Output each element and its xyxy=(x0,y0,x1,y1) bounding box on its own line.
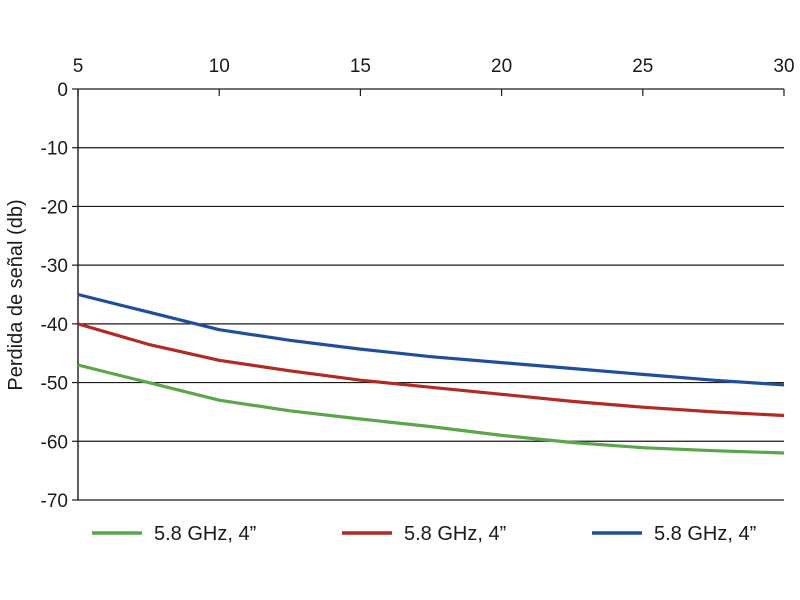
y-tick-label: -50 xyxy=(41,374,68,395)
x-tick-label: 15 xyxy=(350,56,371,77)
y-tick-label: -20 xyxy=(41,197,68,218)
y-axis-title: Perdida de señal (db) xyxy=(5,199,27,390)
x-tick-label: 30 xyxy=(773,56,794,77)
series-line-2 xyxy=(77,322,785,418)
y-tick-label: -40 xyxy=(41,315,68,336)
legend-label-3: 5.8 GHz, 4” xyxy=(654,523,756,545)
series-line-3 xyxy=(77,292,785,387)
series-line-1 xyxy=(77,363,785,455)
y-tick-label: -30 xyxy=(41,256,68,277)
grid-lines xyxy=(78,88,784,501)
x-tick-label: 20 xyxy=(491,56,512,77)
series-lines xyxy=(77,292,785,455)
y-tick-label: 0 xyxy=(57,80,68,101)
legend-label-1: 5.8 GHz, 4” xyxy=(154,523,256,545)
legend-label-2: 5.8 GHz, 4” xyxy=(404,523,506,545)
x-tick-label: 25 xyxy=(632,56,653,77)
legend: 5.8 GHz, 4” 5.8 GHz, 4” 5.8 GHz, 4” xyxy=(92,523,756,545)
y-tick-label: -10 xyxy=(41,139,68,160)
y-tick-label: -60 xyxy=(41,432,68,453)
tick-labels: 0 -10 -20 -30 -40 -50 -60 -70 5 10 15 20 25 30 xyxy=(41,56,795,512)
x-tick-label: 10 xyxy=(209,56,230,77)
y-tick-label: -70 xyxy=(41,491,68,512)
axes xyxy=(72,88,785,501)
x-tick-label: 5 xyxy=(73,56,84,77)
